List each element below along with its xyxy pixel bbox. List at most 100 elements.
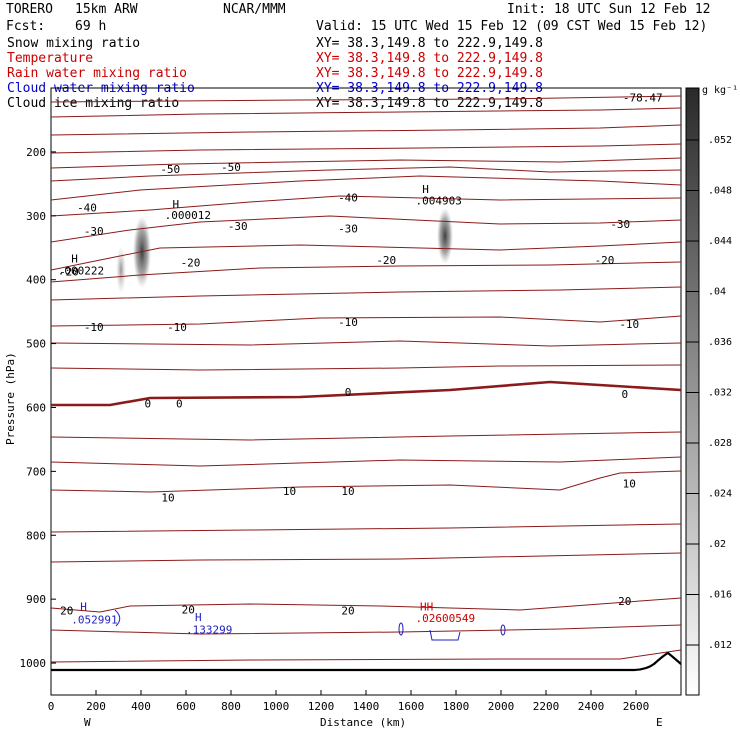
isotherm-label-27: 20 <box>341 605 354 618</box>
x-tick-label-1800: 1800 <box>443 700 470 713</box>
x-axis-label: Distance (km) <box>320 716 406 729</box>
isotherm-line-12 <box>51 315 681 327</box>
x-tick-label-2400: 2400 <box>578 700 605 713</box>
isotherm-line-21 <box>51 597 681 613</box>
isotherm-label-8: -30 <box>610 218 630 231</box>
colorbar-tick-label-5: .032 <box>708 388 732 399</box>
isotherm-label-7: -30 <box>338 223 358 236</box>
isotherm-label-24: 10 <box>623 478 636 491</box>
x-tick-label-400: 400 <box>131 700 151 713</box>
isotherm-label-23: 10 <box>341 485 354 498</box>
y-tick-label-400: 400 <box>26 274 46 287</box>
isotherm-label-26: 20 <box>182 603 195 616</box>
cloud-water-contour-3 <box>398 622 404 636</box>
maximum-label-6: H <box>80 601 87 614</box>
fcst-label: Fcst: <box>6 19 45 34</box>
isotherm-labels: -78.47 -50 -50 -40 -40 -30 -30 -30 -30 -20 -20 -20 -… <box>59 92 663 618</box>
valid-time: Valid: 15 UTC Wed 15 Feb 12 (09 CST Wed … <box>316 19 707 34</box>
legend-label-1: Temperature <box>7 51 93 66</box>
x-axis: 0 200 400 600 800 1000 1200 1400 1600 1800 2000 220… <box>48 690 650 713</box>
institution: NCAR/MMM <box>223 2 286 17</box>
y-tick-label-700: 700 <box>26 465 46 478</box>
isotherm-label-3: -40 <box>77 201 97 214</box>
isotherm-label-10: -20 <box>181 256 201 269</box>
legend-xy-2: XY= 38.3,149.8 to 222.9,149.8 <box>316 66 543 81</box>
x-tick-label-800: 800 <box>221 700 241 713</box>
cloud-water-contour-1 <box>114 609 121 627</box>
y-tick-label-900: 900 <box>26 593 46 606</box>
isotherm-line-20 <box>51 552 681 563</box>
y-tick-label-1000: 1000 <box>20 657 47 670</box>
colorbar-tick-label-8: .02 <box>708 539 726 550</box>
colorbar-tick-label-2: .044 <box>708 236 732 247</box>
freezing-level-line <box>51 380 681 407</box>
y-tick-label-600: 600 <box>26 401 46 414</box>
isotherm-line-16 <box>51 431 681 441</box>
isotherm-label-17: 0 <box>144 398 151 411</box>
y-tick-label-800: 800 <box>26 529 46 542</box>
x-tick-label-0: 0 <box>48 700 55 713</box>
colorbar-tick-label-1: .048 <box>708 186 732 197</box>
isotherm-label-4: -40 <box>338 191 358 204</box>
colorbar-unit: g kg⁻¹ <box>702 85 738 96</box>
isotherm-line-13 <box>51 340 681 347</box>
colorbar-tick-label-4: .036 <box>708 337 732 348</box>
maximum-label-8: H <box>195 611 202 624</box>
x-tick-label-1400: 1400 <box>353 700 380 713</box>
x-tick-label-1600: 1600 <box>398 700 425 713</box>
isotherm-label-20: 0 <box>621 388 628 401</box>
y-tick-label-500: 500 <box>26 338 46 351</box>
isotherm-line-17 <box>51 456 681 467</box>
x-tick-label-2200: 2200 <box>533 700 560 713</box>
isotherm-label-13: -10 <box>84 321 104 334</box>
maximum-label-10: HH <box>420 601 433 614</box>
isotherm-label-28: 20 <box>618 595 631 608</box>
init-time: Init: 18 UTC Sun 12 Feb 12 <box>507 2 711 17</box>
x-tick-label-2000: 2000 <box>488 700 515 713</box>
cloud-water-contour-2 <box>429 629 461 641</box>
colorbar-tick-label-6: .028 <box>708 438 732 449</box>
isotherm-label-19: 0 <box>345 386 352 399</box>
maximum-label-2: H <box>173 198 180 211</box>
isotherm-label-9: -20 <box>59 265 79 278</box>
legend-xy-0: XY= 38.3,149.8 to 222.9,149.8 <box>316 36 543 51</box>
isotherm-label-6: -30 <box>228 220 248 233</box>
snow-shading-3 <box>437 208 453 264</box>
east-label: E <box>656 716 663 729</box>
plot-frame <box>50 87 682 696</box>
x-tick-label-1000: 1000 <box>263 700 290 713</box>
y-tick-label-200: 200 <box>26 146 46 159</box>
isotherm-label-11: -20 <box>376 254 396 267</box>
isotherm-label-25: 20 <box>60 605 73 618</box>
isotherm-label-22: 10 <box>283 485 296 498</box>
maximum-label-0: H <box>71 252 78 265</box>
cloud-water-contours <box>114 609 506 641</box>
isotherm-line-11 <box>51 286 681 301</box>
colorbar-tick-label-3: .04 <box>708 287 726 298</box>
legend-xy-1: XY= 38.3,149.8 to 222.9,149.8 <box>316 51 543 66</box>
isotherm-line-8 <box>51 215 681 243</box>
isotherm-label-14: -10 <box>167 321 187 334</box>
maximum-label-3: .000012 <box>165 209 211 222</box>
isotherm-line-9 <box>51 241 681 271</box>
snow-shading-2 <box>116 246 126 294</box>
isotherm-label-21: 10 <box>161 492 174 505</box>
legend-label-2: Rain water mixing ratio <box>7 66 187 81</box>
maximum-label-9: .133299 <box>186 624 232 637</box>
y-axis-label: Pressure (hPa) <box>4 352 17 445</box>
isotherm-line-4 <box>51 157 681 169</box>
isotherm-label-2: -50 <box>221 161 241 174</box>
x-tick-label-2600: 2600 <box>623 700 650 713</box>
west-label: W <box>84 716 91 729</box>
colorbar-ticks: .052 .048 .044 .04 .036 .032 .028 .024 .02 .016 .0… <box>686 135 732 651</box>
run-label: 15km ARW <box>75 2 138 17</box>
maximum-label-1: .000222 <box>58 265 104 278</box>
isotherm-label-16: -10 <box>619 318 639 331</box>
isotherm-line-7 <box>51 195 681 217</box>
isotherm-label-0: -78.47 <box>623 92 663 105</box>
isotherm-line-23 <box>51 649 681 663</box>
colorbar-tick-label-0: .052 <box>708 135 732 146</box>
legend-xy-4: XY= 38.3,149.8 to 222.9,149.8 <box>316 96 543 111</box>
